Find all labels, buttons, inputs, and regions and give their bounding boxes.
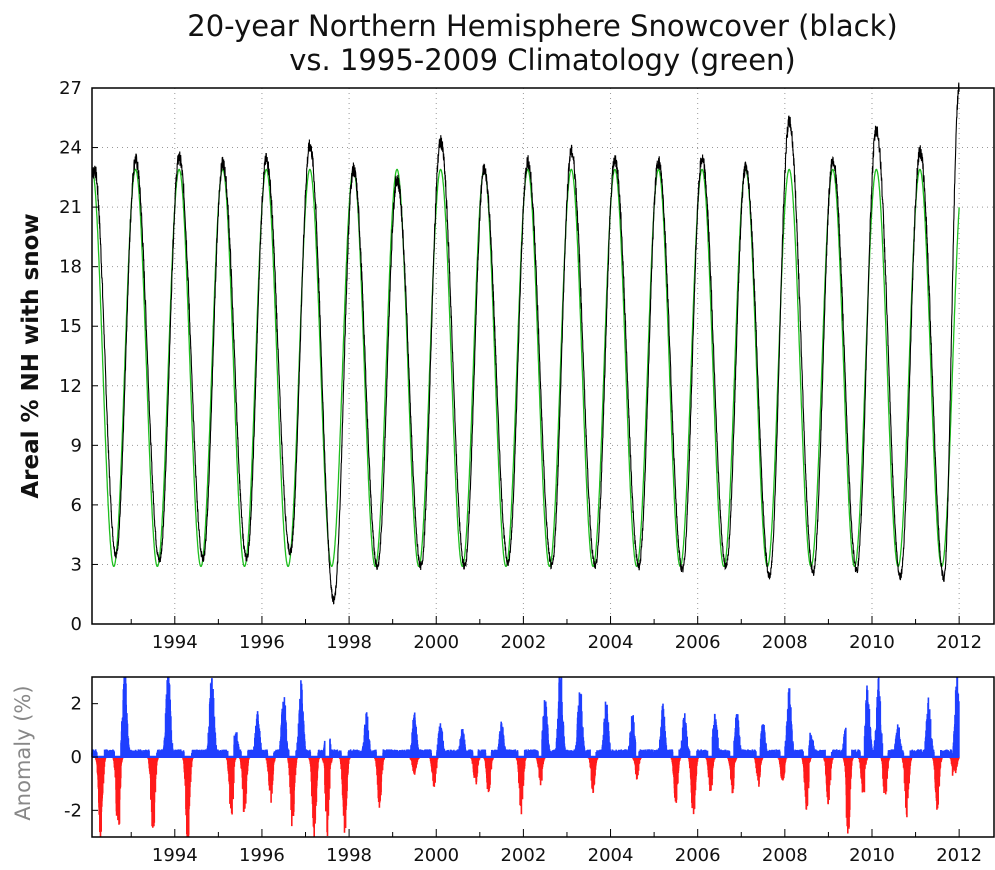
y-tick-label: 6 <box>71 495 82 516</box>
y-tick-label: 9 <box>71 435 82 456</box>
x-tick-label: 2010 <box>849 632 895 653</box>
x-tick-label: 1994 <box>152 845 198 866</box>
y-tick-label: 2 <box>71 694 82 715</box>
x-tick-label: 2010 <box>849 845 895 866</box>
x-tick-label: 1996 <box>239 632 285 653</box>
negative-anomaly-bars <box>94 757 960 837</box>
y-tick-label: 0 <box>71 614 82 635</box>
chart-title-line2: vs. 1995-2009 Climatology (green) <box>289 43 796 77</box>
x-tick-label: 2006 <box>675 632 721 653</box>
observed-line <box>91 82 960 605</box>
y-tick-label: 12 <box>59 376 82 397</box>
x-tick-label: 1994 <box>152 632 198 653</box>
x-tick-label: 2000 <box>413 632 459 653</box>
top-panel-frame <box>91 87 995 625</box>
top-panel-gridlines <box>92 88 994 624</box>
positive-anomaly-bars <box>91 677 960 757</box>
x-tick-label: 2006 <box>675 845 721 866</box>
anomaly-series <box>91 677 960 837</box>
climatology-series <box>91 168 960 568</box>
observed-series <box>91 82 960 605</box>
x-tick-label: 2012 <box>936 845 982 866</box>
x-tick-label: 1998 <box>326 845 372 866</box>
x-tick-label: 2004 <box>588 632 634 653</box>
y-tick-label: 0 <box>71 747 82 768</box>
x-tick-label: 2008 <box>762 632 808 653</box>
x-tick-label: 2004 <box>588 845 634 866</box>
x-tick-label: 2012 <box>936 632 982 653</box>
x-tick-label: 2000 <box>413 845 459 866</box>
y-tick-label: 18 <box>59 257 82 278</box>
bottom-panel-y-axis-label: Anomaly (%) <box>11 685 35 820</box>
y-tick-label: 21 <box>59 197 82 218</box>
x-tick-label: 2002 <box>500 845 546 866</box>
bottom-panel-y-ticks: -2 0 2 <box>64 694 98 821</box>
top-panel-y-ticks: 0 3 6 9 12 15 18 21 24 27 <box>59 78 98 635</box>
chart-title-line1: 20-year Northern Hemisphere Snowcover (b… <box>187 9 898 43</box>
x-tick-label: 2008 <box>762 845 808 866</box>
bottom-panel-x-ticks: 1994 1996 1998 2000 2002 2004 2006 2008 2010 2012 <box>130 829 982 866</box>
y-tick-label: -2 <box>64 800 82 821</box>
top-panel-x-ticks: 1994 1996 1998 2000 2002 2004 2006 2008 2010 2012 <box>130 616 982 653</box>
top-panel-y-axis-label: Areal % NH with snow <box>18 213 44 498</box>
x-tick-label: 1996 <box>239 845 285 866</box>
y-tick-label: 27 <box>59 78 82 99</box>
y-tick-label: 15 <box>59 316 82 337</box>
x-tick-label: 2002 <box>500 632 546 653</box>
y-tick-label: 3 <box>71 554 82 575</box>
y-tick-label: 24 <box>59 138 82 159</box>
x-tick-label: 1998 <box>326 632 372 653</box>
climatology-line <box>91 168 960 568</box>
